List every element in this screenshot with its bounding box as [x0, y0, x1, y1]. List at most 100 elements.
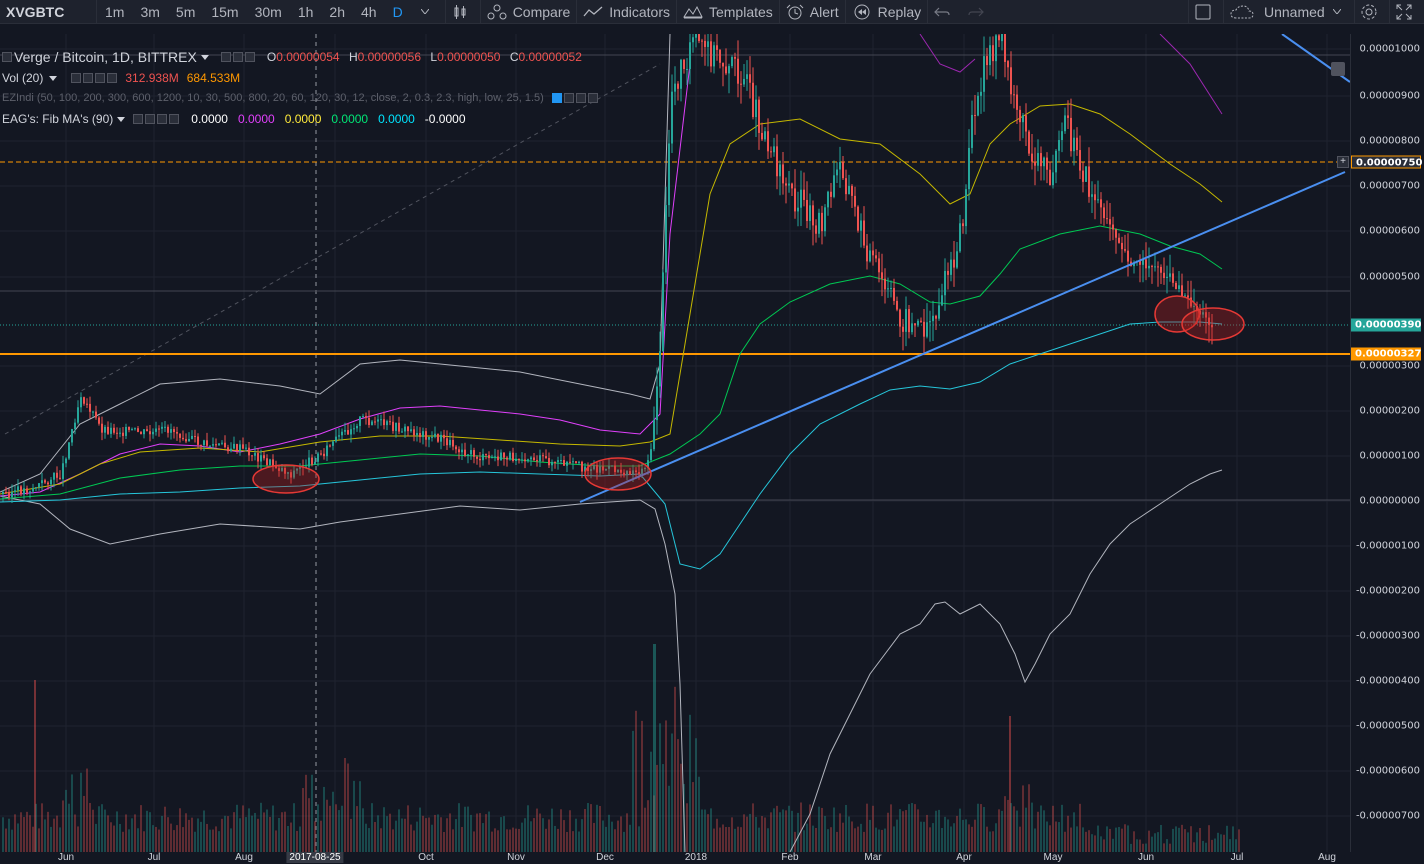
volume-bar — [485, 814, 487, 852]
candle-body — [614, 465, 616, 473]
volume-bar — [149, 812, 151, 852]
volume-bar — [569, 810, 571, 852]
candle-body — [998, 35, 1000, 41]
volume-bar — [1181, 824, 1183, 852]
volume-bar — [629, 824, 631, 852]
volume-bar — [920, 821, 922, 852]
highlight-ellipse — [252, 464, 320, 494]
interval-1h[interactable]: 1h — [297, 3, 314, 20]
candle-body — [287, 472, 289, 474]
volume-bar — [566, 831, 568, 852]
interval-1m[interactable]: 1m — [105, 3, 125, 20]
volume-bar — [473, 831, 475, 852]
candle-body — [1067, 115, 1069, 118]
volume-bar — [239, 818, 241, 852]
time-axis[interactable]: Jun Jul Aug 2017-08-25 Oct Nov Dec 2018 Feb Mar Ap… — [0, 852, 1350, 864]
ma-line-purple — [1159, 34, 1223, 115]
candle-body — [476, 456, 478, 459]
close-icon[interactable] — [587, 93, 598, 103]
expand-button[interactable] — [1390, 0, 1424, 24]
price-chart[interactable] — [0, 34, 1350, 852]
source-icon[interactable] — [95, 73, 106, 83]
indicators-button[interactable]: Indicators — [577, 0, 676, 24]
replay-button[interactable]: Replay — [846, 0, 928, 24]
candle-body — [239, 444, 241, 452]
candle-body — [848, 185, 850, 195]
candle-body — [1001, 34, 1003, 42]
caret-down-icon[interactable] — [49, 75, 58, 81]
candle-body — [1142, 259, 1144, 265]
settings-icon[interactable] — [145, 114, 156, 124]
close-icon[interactable] — [107, 73, 118, 83]
volume-bar — [614, 829, 616, 852]
eye-icon[interactable] — [133, 114, 144, 124]
price-axis[interactable]: 0.00001000 0.00000900 0.00000800 0.00000700… — [1350, 34, 1424, 852]
candle-body — [824, 207, 826, 232]
candle-body — [1073, 137, 1075, 152]
alert-button[interactable]: Alert — [780, 0, 845, 24]
redo-button[interactable] — [962, 0, 996, 24]
candle-body — [683, 59, 685, 69]
interval-dropdown[interactable] — [411, 0, 445, 24]
candle-body — [875, 255, 877, 259]
time-axis-label: Apr — [956, 852, 972, 863]
chart-type-button[interactable] — [446, 0, 480, 24]
interval-3m[interactable]: 3m — [140, 3, 160, 20]
eye-icon[interactable] — [71, 73, 82, 83]
interval-4h[interactable]: 4h — [360, 3, 377, 20]
candle-body — [410, 429, 412, 432]
add-alert-button[interactable]: + — [1337, 156, 1349, 168]
candle-body — [737, 58, 739, 84]
volume-bar — [1112, 838, 1114, 852]
layout-menu-button[interactable]: Unnamed — [1224, 0, 1354, 24]
interval-5m[interactable]: 5m — [175, 3, 196, 20]
settings-icon[interactable] — [563, 93, 574, 103]
interval-30m[interactable]: 30m — [254, 3, 282, 20]
volume-bar — [11, 829, 13, 852]
eag-value: 0.0000 — [378, 112, 415, 126]
volume-bar — [1049, 825, 1051, 852]
redo-icon — [968, 7, 985, 16]
compare-button[interactable]: Compare — [481, 0, 577, 24]
series-title[interactable]: Verge / Bitcoin, 1D, BITTREX — [14, 49, 197, 65]
source-icon[interactable] — [157, 114, 168, 124]
settings-button[interactable] — [1355, 0, 1389, 24]
eye-icon[interactable] — [551, 93, 562, 103]
candle-body — [236, 443, 238, 452]
templates-button[interactable]: Templates — [677, 0, 779, 24]
fullscreen-toggle-button[interactable] — [1189, 0, 1223, 24]
collapse-icon[interactable] — [2, 52, 12, 62]
volume-label[interactable]: Vol (20) — [2, 71, 44, 85]
volume-bar — [443, 831, 445, 852]
source-icon[interactable] — [575, 93, 586, 103]
interval-15m[interactable]: 15m — [211, 3, 239, 20]
settings-icon[interactable] — [232, 52, 243, 62]
candle-body — [227, 447, 229, 452]
volume-bar — [1079, 803, 1081, 852]
eye-icon[interactable] — [220, 52, 231, 62]
undo-button[interactable] — [928, 0, 962, 24]
separator — [479, 0, 481, 24]
candle-body — [722, 62, 724, 67]
time-axis-label: Jun — [57, 852, 75, 863]
caret-down-icon[interactable] — [117, 116, 126, 122]
candle-body — [842, 161, 844, 179]
volume-bar — [779, 812, 781, 852]
volume-bar — [572, 831, 574, 852]
settings-icon[interactable] — [83, 73, 94, 83]
interval-2h[interactable]: 2h — [329, 3, 345, 20]
indicators-icon — [583, 6, 603, 16]
close-icon[interactable] — [169, 114, 180, 124]
eag-label[interactable]: EAG's: Fib MA's (90) — [2, 112, 114, 126]
candle-body — [851, 185, 853, 196]
candle-body — [1124, 249, 1126, 251]
interval-D[interactable]: D — [392, 3, 403, 20]
close-icon[interactable] — [244, 52, 255, 62]
symbol-search[interactable]: XVGBTC — [6, 3, 65, 20]
volume-bar — [446, 818, 448, 852]
candle-body — [296, 468, 298, 471]
caret-down-icon[interactable] — [200, 54, 209, 60]
ezindi-label[interactable]: EZIndi (50, 100, 200, 300, 600, 1200, 10… — [2, 92, 544, 104]
scroll-to-latest-button[interactable] — [1331, 62, 1345, 76]
layout-name: Unnamed — [1264, 3, 1325, 20]
